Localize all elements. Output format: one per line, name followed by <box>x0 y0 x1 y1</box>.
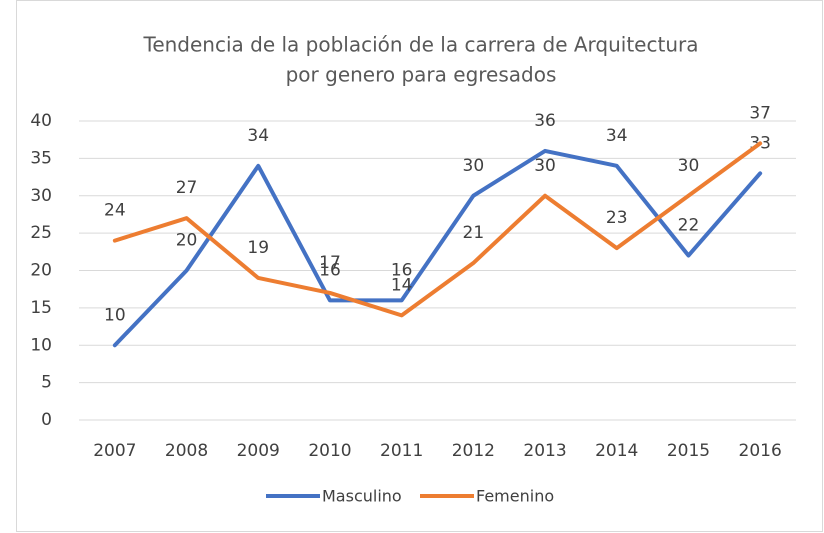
data-label: 34 <box>606 126 628 146</box>
data-label: 16 <box>319 260 341 280</box>
x-tick-label: 2007 <box>93 441 136 461</box>
series-line <box>112 141 763 318</box>
data-label: 30 <box>678 156 700 176</box>
y-tick-label: 40 <box>30 111 52 131</box>
x-tick-label: 2016 <box>739 441 782 461</box>
y-tick-label: 5 <box>41 373 52 393</box>
data-label: 34 <box>247 126 269 146</box>
x-tick-label: 2012 <box>452 441 495 461</box>
data-label: 20 <box>176 231 198 251</box>
data-label: 16 <box>391 260 413 280</box>
y-tick-label: 20 <box>30 261 52 281</box>
data-label: 30 <box>463 156 485 176</box>
y-tick-label: 25 <box>30 223 52 243</box>
data-label: 27 <box>176 178 198 198</box>
data-label: 17 <box>319 253 341 273</box>
data-label: 21 <box>463 223 485 243</box>
chart-title: por genero para egresados <box>286 63 557 87</box>
x-tick-label: 2014 <box>595 441 638 461</box>
series-line <box>112 148 763 348</box>
data-label: 10 <box>104 305 126 325</box>
x-tick-label: 2010 <box>308 441 351 461</box>
x-tick-label: 2008 <box>165 441 208 461</box>
legend-label: Femenino <box>476 487 554 506</box>
legend-label: Masculino <box>322 487 402 506</box>
x-tick-label: 2015 <box>667 441 710 461</box>
y-tick-label: 10 <box>30 335 52 355</box>
y-tick-label: 30 <box>30 186 52 206</box>
y-tick-label: 0 <box>41 410 52 430</box>
x-tick-label: 2013 <box>523 441 566 461</box>
x-tick-label: 2011 <box>380 441 423 461</box>
y-tick-label: 15 <box>30 298 52 318</box>
data-label: 19 <box>247 238 269 258</box>
chart-title: Tendencia de la población de la carrera … <box>143 33 699 57</box>
data-label: 37 <box>749 103 771 123</box>
data-label: 14 <box>391 275 413 295</box>
y-tick-label: 35 <box>30 148 52 168</box>
chart-frame <box>16 0 823 532</box>
data-label: 36 <box>534 111 556 131</box>
data-label: 30 <box>534 156 556 176</box>
data-label: 23 <box>606 208 628 228</box>
x-tick-label: 2009 <box>237 441 280 461</box>
data-label: 22 <box>678 216 700 236</box>
data-label: 24 <box>104 201 126 221</box>
